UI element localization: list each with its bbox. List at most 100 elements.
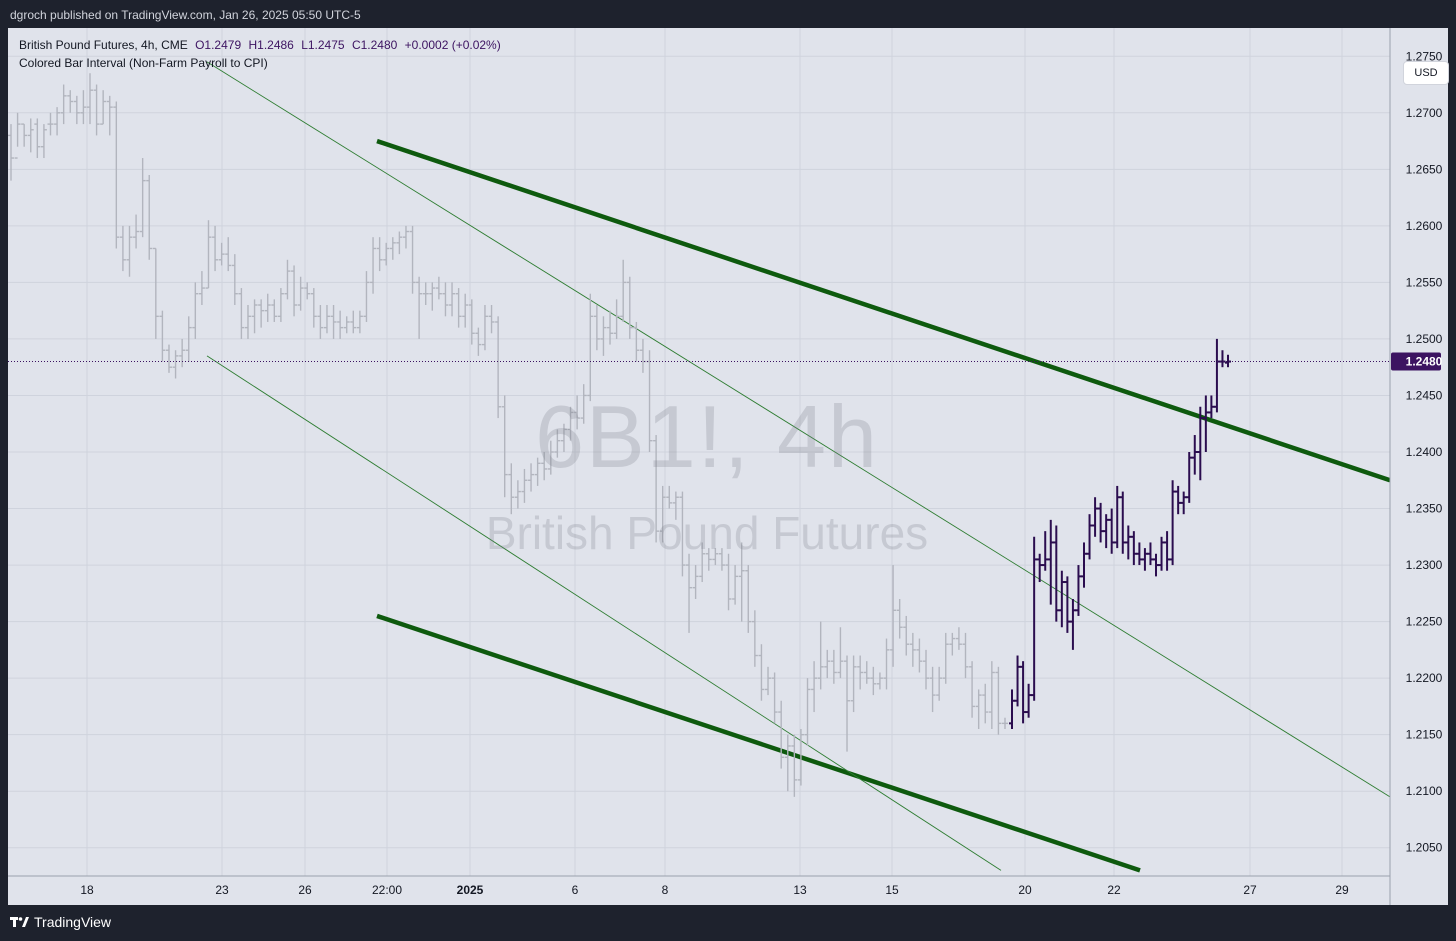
price-bar (686, 553, 693, 633)
price-bar (679, 491, 686, 577)
price-bar (468, 299, 475, 345)
price-bar (534, 457, 541, 486)
chart-frame[interactable]: 1.2050 1.2100 1.2150 1.2200 1.2250 1.2300 1.23… (8, 28, 1449, 905)
price-bar (613, 299, 620, 339)
chart-svg[interactable]: 1.2050 1.2100 1.2150 1.2200 1.2250 1.2300 1.23… (8, 28, 1448, 905)
price-tick-label: 1.2050 (1406, 841, 1443, 855)
price-bar (712, 548, 719, 566)
price-bar (607, 310, 614, 345)
legend-symbol[interactable]: British Pound Futures, 4h, CME (19, 38, 188, 52)
price-bar (54, 107, 61, 136)
price-bar (271, 299, 278, 322)
price-bar (34, 118, 41, 159)
price-bar (291, 265, 298, 317)
price-bar (356, 310, 363, 334)
price-bar (778, 700, 785, 769)
price-bar-highlight (1169, 480, 1176, 566)
trendlines (206, 61, 1391, 873)
price-bar (672, 491, 679, 520)
price-bar (797, 729, 804, 786)
price-bar (67, 90, 74, 113)
time-tick-label: 6 (572, 883, 579, 897)
price-bar-highlight (1064, 576, 1071, 633)
price-bar (323, 305, 330, 334)
price-bar (929, 666, 936, 713)
time-axis[interactable]: 18 23 26 22:00 2025 6 8 13 15 20 22 27 29 (80, 883, 1349, 897)
price-bar (244, 305, 251, 339)
price-tick-label: 1.2450 (1406, 388, 1443, 402)
price-bar (942, 632, 949, 684)
price-bar (330, 305, 337, 339)
price-bar (277, 288, 284, 322)
grid (8, 28, 1390, 876)
price-bar (389, 237, 396, 260)
legend-close: C1.2480 (351, 38, 398, 52)
price-bar (442, 282, 449, 317)
price-bar-highlight (1009, 689, 1015, 730)
price-bar (876, 672, 883, 690)
price-tick-label: 1.2500 (1406, 332, 1443, 346)
footer: TradingView (0, 905, 1456, 941)
price-bar (284, 259, 291, 300)
price-bar (988, 661, 995, 730)
price-bar (975, 689, 982, 730)
price-tick-label: 1.2300 (1406, 558, 1443, 572)
currency-button[interactable]: USD (1403, 61, 1449, 85)
price-bar (264, 293, 271, 322)
price-tick-label: 1.2650 (1406, 162, 1443, 176)
price-bar (745, 565, 752, 633)
price-bar (383, 242, 390, 266)
price-bar (429, 282, 436, 311)
price-bar-highlight (1014, 655, 1021, 707)
price-bar-highlight (1097, 502, 1104, 543)
current-price-value: 1.2480 (1406, 355, 1443, 369)
time-tick-label: 22:00 (372, 883, 402, 897)
price-bar (784, 734, 791, 792)
price-bar (146, 174, 153, 260)
chart-legend[interactable]: British Pound Futures, 4h, CME O1.2479 H… (19, 36, 505, 72)
price-bar (936, 666, 943, 701)
price-bar (14, 112, 21, 159)
price-bar (949, 632, 956, 656)
price-bar-highlight (1103, 514, 1110, 549)
price-bar-highlight (1075, 565, 1082, 616)
price-bar-highlight (1114, 485, 1121, 549)
price-bar (304, 282, 311, 300)
price-bar (73, 95, 80, 125)
price-tick-label: 1.2400 (1406, 445, 1443, 459)
price-bar-highlight (1158, 536, 1165, 571)
price-bar (218, 242, 225, 266)
price-axis[interactable]: 1.2050 1.2100 1.2150 1.2200 1.2250 1.2300 1.23… (8, 28, 1448, 905)
price-bar (600, 316, 607, 356)
price-bar (409, 225, 416, 294)
price-bar (514, 480, 521, 509)
price-bar (238, 288, 245, 339)
price-bar (547, 440, 554, 475)
price-bar (857, 655, 864, 690)
price-tick-label: 1.2350 (1406, 502, 1443, 516)
price-bar (402, 225, 409, 249)
price-bar (890, 565, 897, 667)
price-bar (126, 225, 133, 277)
price-tick-label: 1.2150 (1406, 728, 1443, 742)
price-bar-highlight (1125, 525, 1132, 560)
price-bar (350, 310, 357, 334)
price-bar (850, 655, 857, 713)
legend-indicator[interactable]: Colored Bar Interval (Non-Farm Payroll t… (19, 56, 268, 70)
price-bar (626, 276, 633, 339)
price-bar (666, 485, 673, 509)
price-bar-highlight (1153, 553, 1159, 577)
price-bar (462, 293, 469, 328)
price-bar (909, 632, 916, 667)
price-bar (567, 406, 574, 441)
trendline-thin (206, 355, 1002, 871)
price-bar-highlight (1058, 570, 1065, 628)
price-bar (165, 344, 172, 373)
price-bar (765, 666, 772, 696)
tradingview-logo[interactable]: TradingView (10, 914, 111, 930)
price-bar-highlight (1141, 548, 1148, 571)
price-bar (659, 485, 666, 543)
price-bar (475, 327, 482, 356)
price-bar-highlight (1036, 553, 1043, 583)
price-bar (521, 468, 528, 503)
